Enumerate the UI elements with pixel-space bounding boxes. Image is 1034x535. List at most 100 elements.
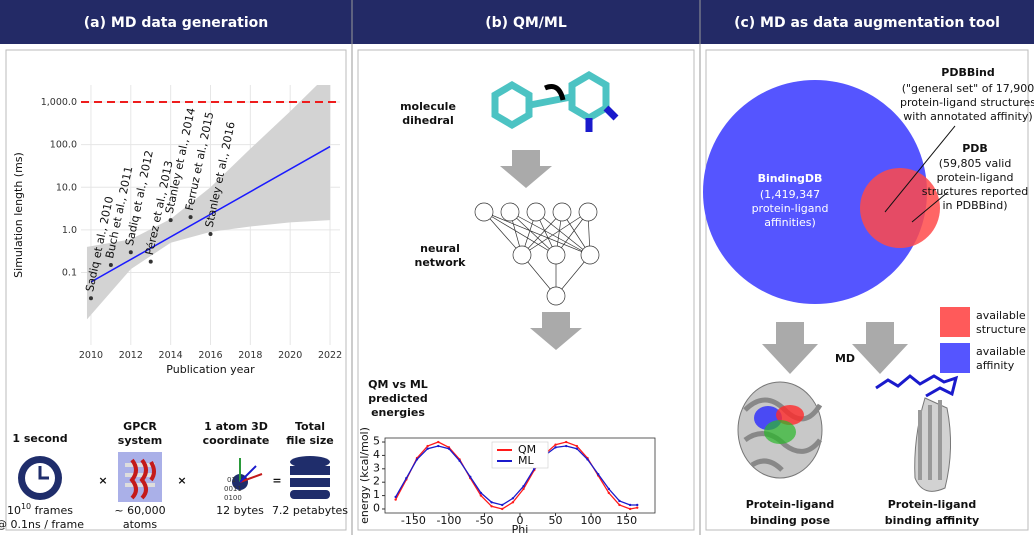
flow-arrow	[762, 322, 818, 374]
db-icon	[290, 456, 330, 468]
neural-network	[474, 202, 600, 306]
set-name: PDB	[962, 142, 988, 155]
x-tick-label: 0	[517, 514, 524, 527]
series-line	[395, 441, 638, 510]
point	[575, 444, 579, 448]
axis-z	[239, 465, 257, 483]
leader-line	[884, 125, 956, 213]
point	[148, 259, 153, 264]
gpcr-helix	[129, 458, 156, 500]
y-axis-label: Simulation length (ms)	[12, 152, 25, 278]
caption-rest: frames	[31, 504, 73, 517]
leader-line	[911, 191, 949, 223]
set-text: ("general set" of 17,900	[902, 82, 1034, 95]
point	[405, 476, 408, 480]
y-tick-label: 1	[373, 488, 380, 501]
point	[522, 485, 525, 488]
step-title: Total	[295, 420, 325, 433]
point	[447, 447, 451, 450]
point	[208, 232, 213, 237]
set-text: (1,419,347	[760, 188, 820, 201]
point	[469, 475, 472, 479]
molecule-n	[585, 105, 619, 132]
header-bar	[0, 0, 1034, 44]
y-tick-label: 10.0	[56, 182, 77, 193]
point	[511, 497, 515, 500]
legend-label: QM	[518, 443, 536, 456]
set-name: PDBBind	[941, 66, 994, 79]
panel-title: (a) MD data generation	[84, 15, 268, 31]
point	[168, 218, 173, 223]
caption: Protein-ligand	[888, 498, 976, 511]
axis-x	[239, 473, 263, 483]
point	[607, 491, 611, 495]
legend-swatch	[940, 307, 970, 337]
md-label: MD	[835, 352, 855, 365]
point	[458, 459, 461, 462]
step-caption: atoms	[123, 518, 157, 531]
point	[437, 444, 440, 448]
point	[490, 505, 493, 508]
point	[636, 503, 639, 507]
point	[188, 215, 193, 220]
point	[628, 503, 632, 507]
point	[437, 440, 440, 444]
set-text: affinities)	[764, 216, 816, 229]
point	[490, 501, 493, 504]
series-line	[395, 445, 638, 506]
y-tick-label: 100.0	[50, 140, 77, 151]
bits: 0011	[224, 485, 242, 493]
caption: Protein-ligand	[746, 498, 834, 511]
point	[426, 444, 429, 448]
point	[394, 495, 397, 499]
x-tick-label: 2010	[79, 350, 103, 361]
point	[628, 507, 632, 511]
point	[596, 472, 600, 476]
point	[426, 447, 429, 450]
x-tick-label: 2022	[318, 350, 342, 361]
step-caption: 7.2 petabytes	[272, 504, 348, 517]
x-axis-label: Phi	[512, 523, 529, 535]
set-text: (59,805 valid	[939, 157, 1012, 170]
point	[479, 494, 483, 497]
point	[618, 499, 621, 503]
step-caption: 12 bytes	[216, 504, 264, 517]
clock-hands	[38, 466, 49, 480]
point	[554, 446, 557, 449]
point	[88, 296, 93, 301]
panel-title: (b) QM/ML	[485, 15, 567, 31]
y-axis-label: energy (kcal/mol)	[358, 427, 371, 524]
db-icon	[290, 466, 330, 475]
point	[586, 458, 589, 461]
point	[394, 498, 397, 501]
bits: 01	[227, 476, 236, 484]
legend-label: affinity	[976, 359, 1015, 372]
protein-pose	[737, 381, 823, 479]
rotation-arrow	[544, 84, 566, 101]
set-name: BindingDB	[758, 172, 823, 185]
y-tick-label: 3	[373, 461, 380, 474]
point	[501, 507, 504, 511]
point	[564, 440, 568, 444]
legend-label: available	[976, 309, 1026, 322]
set-text: protein-ligand structures	[900, 96, 1034, 109]
caption: binding affinity	[885, 514, 979, 527]
legend-label: available	[976, 345, 1026, 358]
step-title: file size	[286, 434, 333, 447]
label: QM vs ML	[368, 378, 428, 391]
y-tick-label: 0.1	[62, 268, 77, 279]
operator: ×	[177, 474, 186, 487]
panel-frame	[705, 49, 1029, 531]
x-tick-label: -150	[401, 514, 426, 527]
point	[554, 443, 557, 446]
point	[636, 506, 639, 509]
y-tick-label: 1.0	[62, 225, 77, 236]
x-tick-label: -100	[436, 514, 461, 527]
legend-label: structure	[976, 323, 1026, 336]
bits: 0100	[224, 494, 242, 502]
point	[501, 503, 504, 507]
step-title: GPCR	[123, 420, 157, 433]
panel-frame	[357, 49, 695, 531]
set-text: protein-ligand	[752, 202, 829, 215]
